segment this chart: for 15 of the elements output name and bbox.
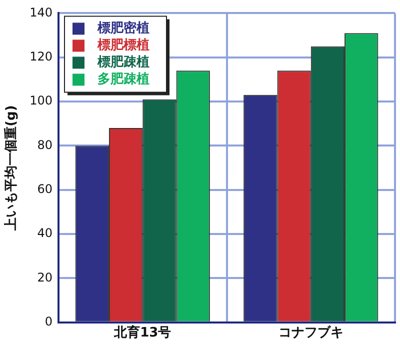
y-axis-title: 上いも平均一個重(g) (3, 105, 20, 232)
legend-label: 多肥疎植 (98, 72, 150, 88)
y-tick-label: 80 (37, 138, 53, 152)
y-tick-label: 120 (30, 49, 53, 64)
y-tick-label: 40 (37, 226, 53, 240)
y-tick-label: 140 (30, 5, 53, 20)
x-tick-label: コナフブキ (278, 324, 344, 341)
y-tick-label: 0 (44, 314, 53, 329)
y-tick-label: 20 (37, 270, 53, 284)
legend-label: 標肥疎植 (96, 55, 150, 70)
x-tick-label: 北育13号 (113, 324, 172, 341)
y-tick-label: 60 (37, 182, 53, 196)
y-tick-label: 100 (30, 94, 53, 108)
legend-label: 標肥標植 (96, 38, 150, 54)
legend-label: 標肥密植 (96, 20, 150, 36)
